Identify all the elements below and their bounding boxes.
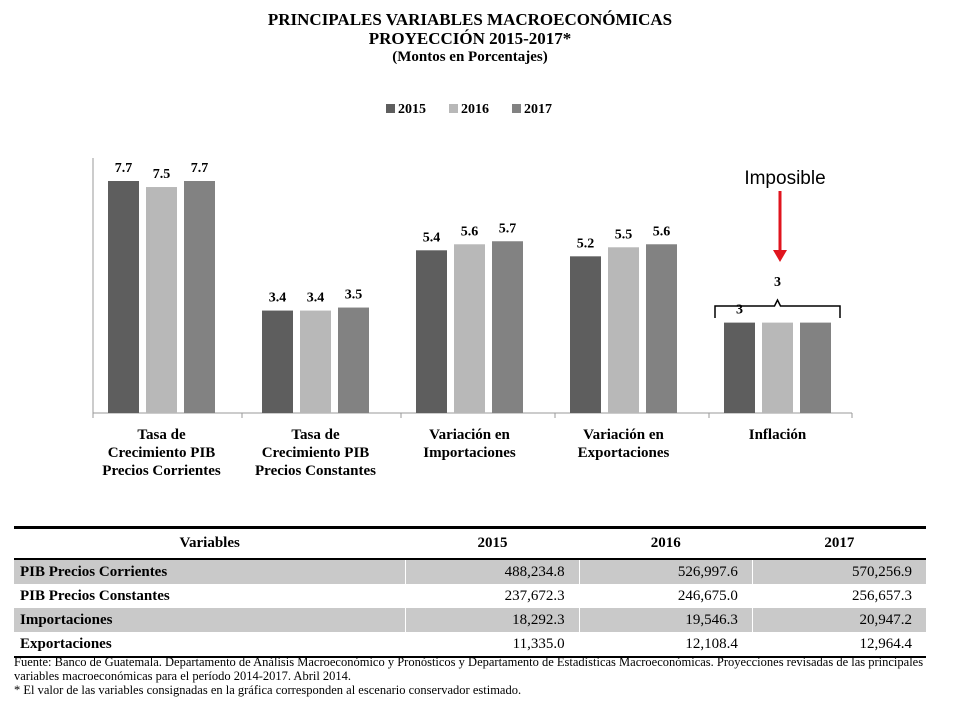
annotation-arrow-head <box>773 250 787 262</box>
table-row: Exportaciones 11,335.0 12,108.4 12,964.4 <box>14 632 926 657</box>
category-label-3-0: Variación en <box>583 427 664 443</box>
cell-value: 18,292.3 <box>405 608 580 632</box>
header-variables: Variables <box>14 527 406 559</box>
data-table: Variables 2015 2016 2017 PIB Precios Cor… <box>14 526 926 658</box>
category-label-2-0: Variación en <box>429 427 510 443</box>
bar-2016-cat3 <box>608 247 639 413</box>
source-note: Fuente: Banco de Guatemala. Departamento… <box>14 655 934 697</box>
chart-title: PRINCIPALES VARIABLES MACROECONÓMICAS <box>267 10 673 29</box>
legend-label-2016: 2016 <box>461 102 489 117</box>
row-label: Exportaciones <box>20 635 112 652</box>
source-text: Fuente: Banco de Guatemala. Departamento… <box>14 655 924 683</box>
cell-value: 488,234.8 <box>405 559 580 584</box>
bar-2015-cat1 <box>262 310 293 413</box>
value-label-2017-cat1: 3.5 <box>345 288 363 303</box>
bar-2016-cat2 <box>454 244 485 413</box>
bar-2015-cat3 <box>570 256 601 413</box>
category-label-0-1: Crecimiento PIB <box>108 445 216 461</box>
table-row: Importaciones 18,292.3 19,546.3 20,947.2 <box>14 608 926 632</box>
category-label-4-0: Inflación <box>749 427 807 443</box>
bar-2017-cat0 <box>184 181 215 413</box>
table-header-row: Variables 2015 2016 2017 <box>14 527 926 559</box>
cell-value: 12,108.4 <box>578 632 753 657</box>
annotation-text: Imposible <box>744 168 825 189</box>
value-label-2015-cat2: 5.4 <box>423 230 441 245</box>
value-label-2017-cat3: 5.6 <box>653 224 671 239</box>
value-label-2017-cat2: 5.7 <box>499 221 517 236</box>
cell-value: 20,947.2 <box>751 608 926 632</box>
category-label-1-1: Crecimiento PIB <box>262 445 370 461</box>
bar-2015-cat2 <box>416 250 447 413</box>
cell-value: 237,672.3 <box>405 584 580 608</box>
bar-2016-cat1 <box>300 310 331 413</box>
value-label-2016-cat2: 5.6 <box>461 224 479 239</box>
category-label-0-0: Tasa de <box>137 427 186 443</box>
bar-2017-cat1 <box>338 307 369 413</box>
header-2015: 2015 <box>405 527 580 559</box>
bar-2015-cat0 <box>108 181 139 413</box>
value-label-2015-cat3: 5.2 <box>577 236 595 251</box>
value-label-2017-cat0: 7.7 <box>191 161 209 176</box>
legend-swatch-2017 <box>512 104 521 113</box>
category-label-1-2: Precios Constantes <box>255 463 376 479</box>
cell-value: 256,657.3 <box>751 584 926 608</box>
value-label-2016-cat3: 5.5 <box>615 227 633 242</box>
row-label: Importaciones <box>14 608 406 632</box>
chart-units: (Montos en Porcentajes) <box>392 49 548 65</box>
value-label-2016-cat1: 3.4 <box>307 291 325 306</box>
row-label: PIB Precios Corrientes <box>14 559 406 584</box>
bar-chart: 2015 2016 2017 7.7 7.5 7.7 Tasa de Crecimiento … <box>92 102 853 479</box>
cell-value: 570,256.9 <box>751 559 926 584</box>
header-2016: 2016 <box>578 527 753 559</box>
legend-label-2015: 2015 <box>398 102 426 117</box>
bar-2017-cat2 <box>492 241 523 413</box>
cell-value: 12,964.4 <box>751 632 926 657</box>
value-label-2015-cat1: 3.4 <box>269 291 287 306</box>
bar-2016-cat0 <box>146 187 177 413</box>
header-2017: 2017 <box>751 527 926 559</box>
category-label-2-1: Importaciones <box>423 445 516 461</box>
value-label-2015-cat0: 7.7 <box>115 161 133 176</box>
value-label-2016-cat0: 7.5 <box>153 167 171 182</box>
bar-2017-cat4 <box>800 322 831 413</box>
table-row: PIB Precios Constantes 237,672.3 246,675… <box>14 584 926 608</box>
cell-value: 526,997.6 <box>578 559 753 584</box>
table-row: PIB Precios Corrientes 488,234.8 526,997… <box>14 559 926 584</box>
value-label-inflation: 3 <box>774 275 781 290</box>
inflation-brace <box>714 298 841 318</box>
legend-swatch-2016 <box>449 104 458 113</box>
category-label-3-1: Exportaciones <box>578 445 670 461</box>
cell-value: 19,546.3 <box>578 608 753 632</box>
category-label-0-2: Precios Corrientes <box>102 463 221 479</box>
legend-label-2017: 2017 <box>524 102 552 117</box>
bar-2016-cat4 <box>762 322 793 413</box>
category-label-1-0: Tasa de <box>291 427 340 443</box>
legend-swatch-2015 <box>386 104 395 113</box>
bar-2015-cat4 <box>724 322 755 413</box>
row-label: PIB Precios Constantes <box>20 587 170 604</box>
footnote-text: * El valor de las variables consignadas … <box>14 683 522 697</box>
chart-subtitle: PROYECCIÓN 2015-2017* <box>368 29 572 48</box>
cell-value: 246,675.0 <box>578 584 753 608</box>
chart-title-block: PRINCIPALES VARIABLES MACROECONÓMICAS PR… <box>0 10 940 67</box>
bar-2017-cat3 <box>646 244 677 413</box>
value-label-2015-cat4: 3 <box>736 303 743 318</box>
cell-value: 11,335.0 <box>405 632 580 657</box>
